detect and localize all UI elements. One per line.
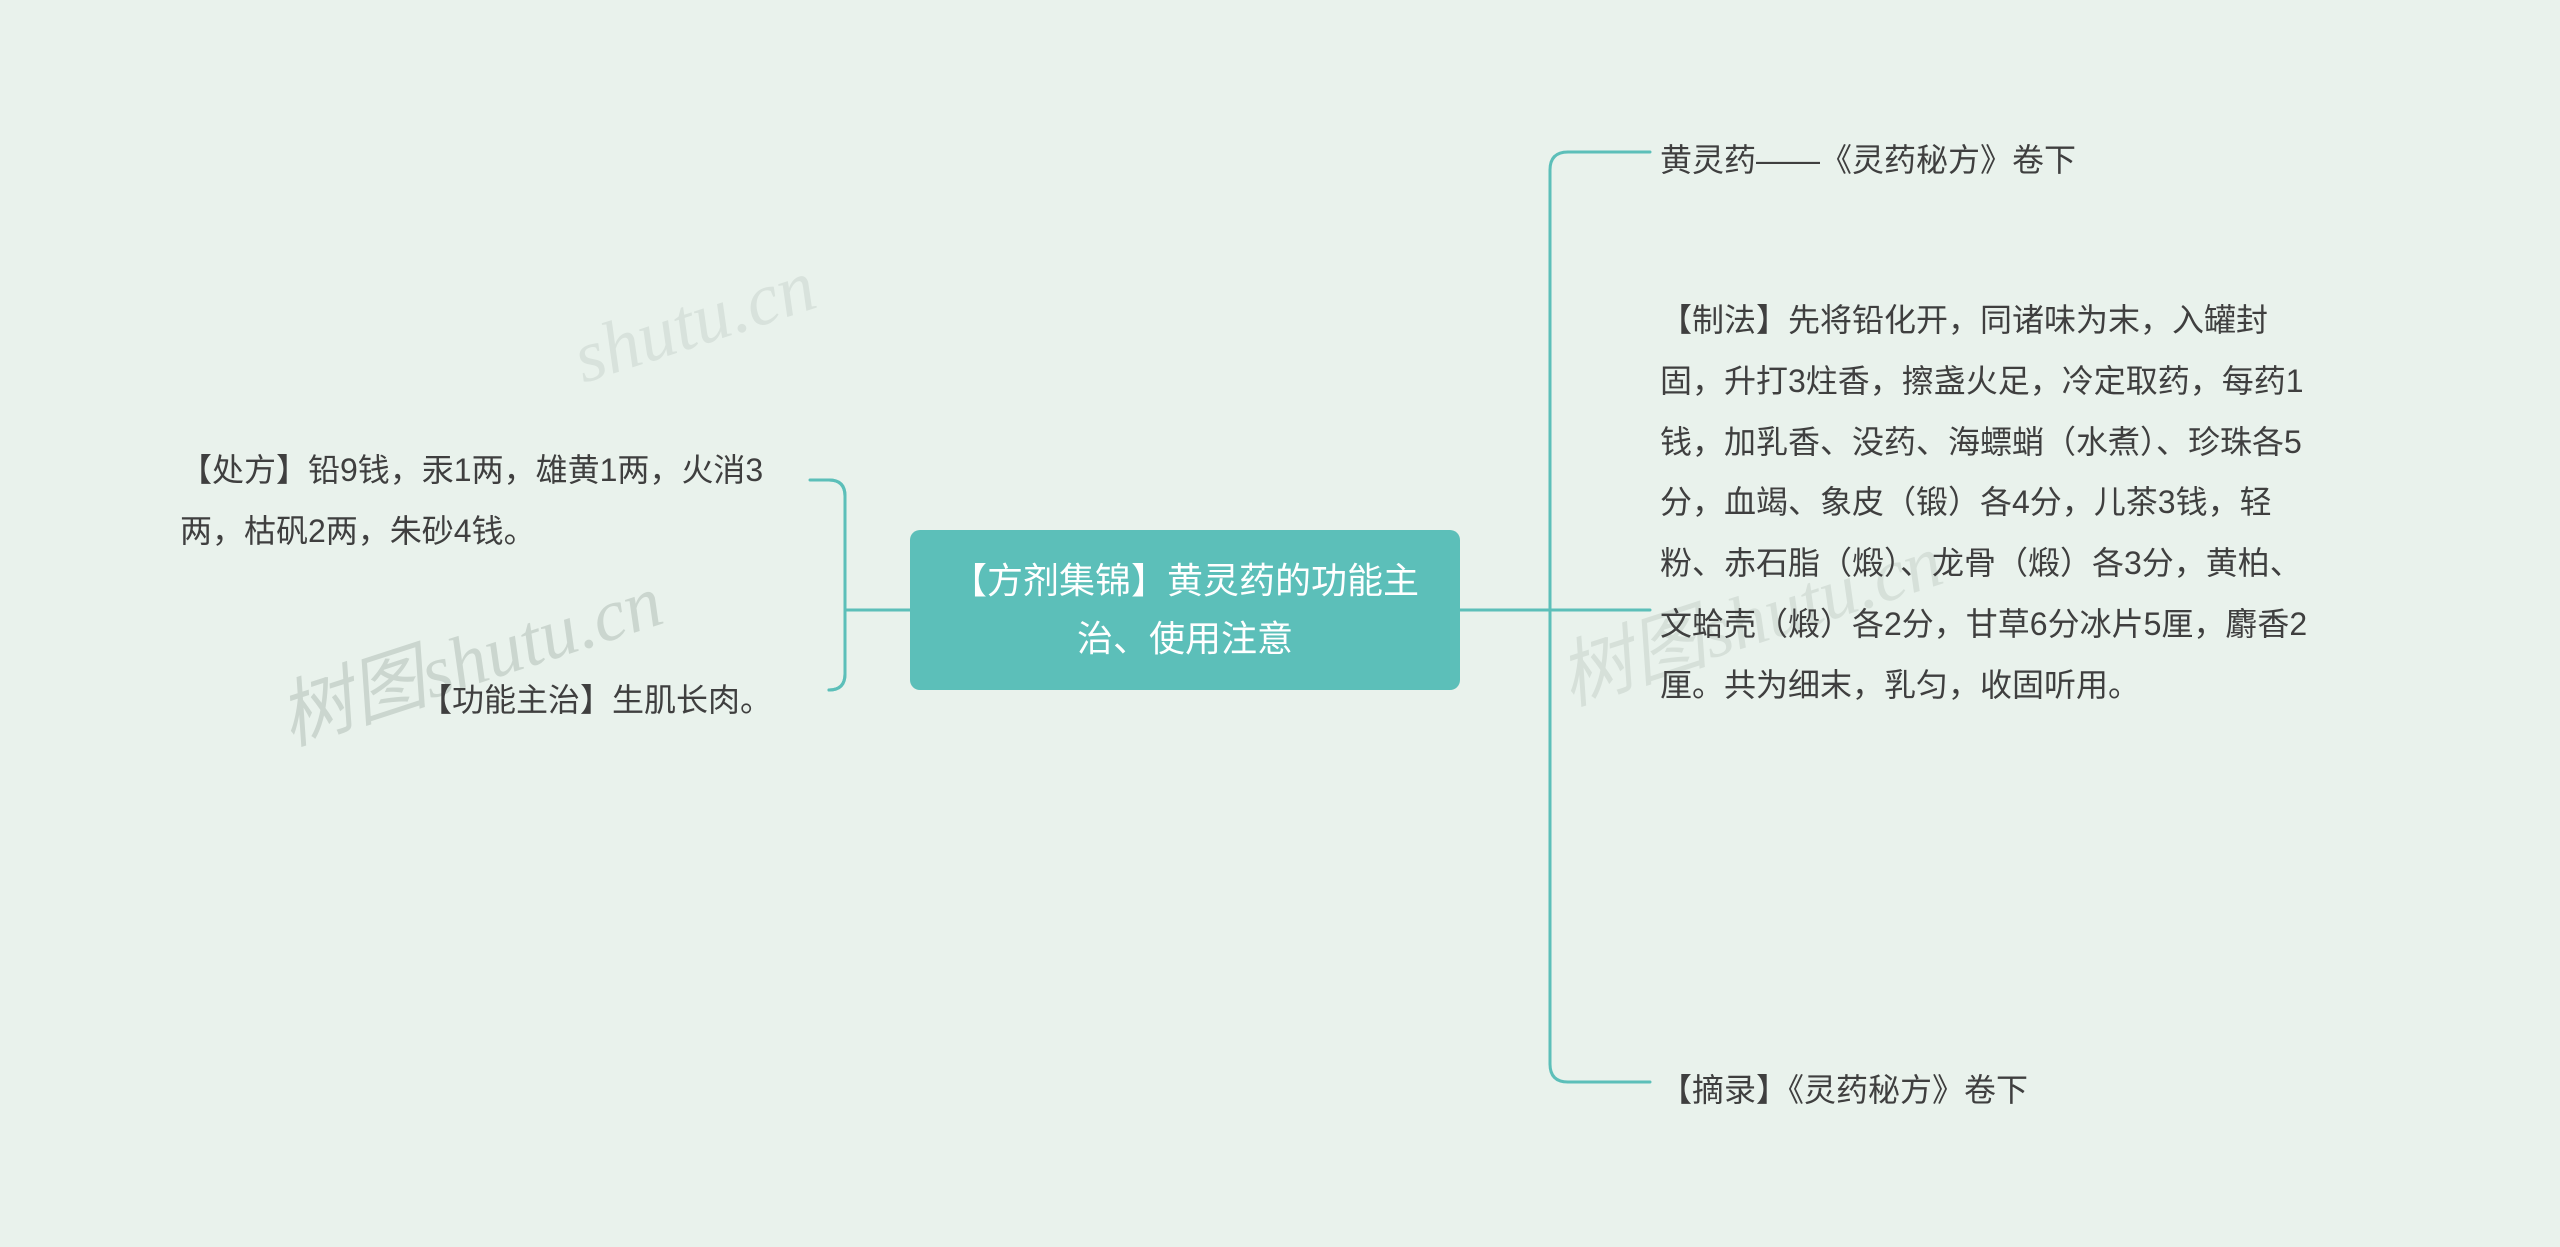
leaf-function[interactable]: 【功能主治】生肌长肉。 bbox=[420, 670, 820, 731]
leaf-function-text: 【功能主治】生肌长肉。 bbox=[420, 682, 772, 718]
leaf-prescription[interactable]: 【处方】铅9钱，汞1两，雄黄1两，火消3两，枯矾2两，朱砂4钱。 bbox=[180, 440, 800, 562]
mindmap-canvas: 树图shutu.cn shutu.cn 树图shutu.cn 【方剂集锦】黄灵药… bbox=[0, 0, 2560, 1247]
central-topic-text: 【方剂集锦】黄灵药的功能主治、使用注意 bbox=[950, 552, 1420, 667]
leaf-method[interactable]: 【制法】先将铅化开，同诸味为末，入罐封固，升打3炷香，擦盏火足，冷定取药，每药1… bbox=[1660, 290, 2320, 716]
central-topic[interactable]: 【方剂集锦】黄灵药的功能主治、使用注意 bbox=[910, 530, 1460, 690]
watermark-1: 树图shutu.cn bbox=[263, 541, 673, 765]
leaf-excerpt-text: 【摘录】《灵药秘方》卷下 bbox=[1660, 1072, 2028, 1108]
watermark-2: shutu.cn bbox=[563, 244, 826, 402]
leaf-prescription-text: 【处方】铅9钱，汞1两，雄黄1两，火消3两，枯矾2两，朱砂4钱。 bbox=[180, 452, 763, 549]
leaf-source-text: 黄灵药——《灵药秘方》卷下 bbox=[1660, 142, 2076, 178]
leaf-method-text: 【制法】先将铅化开，同诸味为末，入罐封固，升打3炷香，擦盏火足，冷定取药，每药1… bbox=[1660, 302, 2307, 703]
leaf-excerpt[interactable]: 【摘录】《灵药秘方》卷下 bbox=[1660, 1060, 2260, 1121]
leaf-source[interactable]: 黄灵药——《灵药秘方》卷下 bbox=[1660, 130, 2260, 191]
